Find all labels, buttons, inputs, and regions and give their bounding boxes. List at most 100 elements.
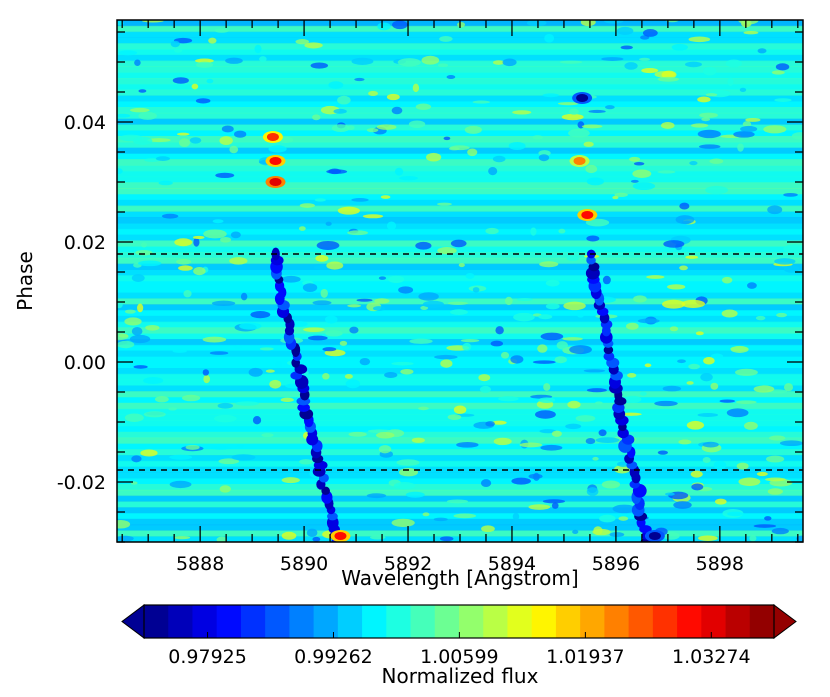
heatmap-cell — [176, 258, 192, 265]
heatmap-cell — [605, 105, 615, 110]
colorbar-extend-high — [773, 604, 797, 639]
heatmap-cell — [366, 128, 379, 133]
heatmap-row — [117, 356, 803, 363]
heatmap-cell — [143, 411, 166, 418]
heatmap-cell — [753, 524, 777, 528]
emission-blob — [581, 211, 594, 219]
heatmap-cell — [375, 431, 395, 439]
heatmap-row — [117, 83, 803, 91]
heatmap-cell — [585, 164, 598, 174]
heatmap-cell — [673, 501, 692, 509]
heatmap-cell — [481, 525, 495, 533]
heatmap-row — [117, 194, 803, 201]
heatmap-row — [117, 484, 803, 491]
heatmap-cell — [118, 50, 138, 56]
heatmap-cell — [137, 303, 144, 313]
heatmap-row — [117, 118, 803, 125]
heatmap-cell — [533, 472, 540, 481]
heatmap-cell — [774, 258, 796, 265]
heatmap-cell — [339, 340, 348, 346]
heatmap-cell — [439, 536, 454, 542]
heatmap-cell — [183, 290, 192, 298]
heatmap-row — [117, 188, 803, 195]
heatmap-cell — [269, 379, 282, 389]
heatmap-cell — [235, 401, 260, 406]
heatmap-cell — [124, 317, 142, 326]
heatmap-cell — [362, 214, 384, 219]
heatmap-cell — [776, 312, 787, 318]
heatmap-cell — [326, 261, 344, 270]
heatmap-cell — [667, 284, 686, 290]
heatmap-cell — [234, 130, 247, 138]
heatmap-cell — [281, 477, 300, 484]
heatmap-cell — [359, 357, 371, 366]
heatmap-cell — [189, 137, 202, 144]
heatmap-cell — [702, 456, 711, 463]
heatmap-cell — [642, 29, 658, 37]
heatmap-cell — [331, 124, 350, 133]
heatmap-cell — [657, 76, 680, 82]
heatmap-row — [117, 107, 803, 114]
heatmap-cell — [325, 221, 332, 226]
heatmap-cell — [554, 356, 567, 364]
heatmap-cell — [562, 337, 583, 341]
heatmap-cell — [316, 240, 340, 250]
colorbar-segment — [240, 605, 266, 638]
colorbar-tick-label: 0.99262 — [294, 646, 373, 668]
heatmap-cell — [351, 198, 369, 202]
heatmap-row — [117, 234, 803, 241]
heatmap-cell — [295, 39, 310, 45]
heatmap-cell — [347, 304, 362, 308]
heatmap-cell — [418, 292, 439, 301]
heatmap-cell — [478, 374, 491, 382]
heatmap-cell — [230, 231, 241, 239]
heatmap-cell — [422, 300, 445, 308]
heatmap-cell — [727, 511, 744, 517]
heatmap-cell — [472, 287, 480, 293]
heatmap-cell — [566, 256, 579, 261]
heatmap-cell — [203, 229, 227, 239]
heatmap-row — [117, 37, 803, 44]
heatmap-cell — [173, 536, 191, 540]
heatmap-cell — [218, 458, 240, 465]
heatmap-cell — [742, 121, 752, 128]
heatmap-row — [117, 211, 803, 218]
heatmap-cell — [542, 499, 566, 504]
heatmap-row — [117, 223, 803, 230]
colorbar-segment — [362, 605, 387, 638]
heatmap-row — [117, 478, 803, 485]
heatmap-cell — [209, 351, 229, 355]
heatmap-row — [117, 136, 803, 143]
axis-ticks — [117, 20, 803, 543]
heatmap-cell — [783, 192, 798, 197]
heatmap-cell — [576, 311, 585, 318]
heatmap-cell — [624, 62, 638, 70]
absorption-trail-mark — [603, 345, 614, 355]
heatmap-cell — [434, 354, 458, 360]
absorption-trail-mark — [603, 351, 615, 361]
heatmap-cell — [349, 326, 359, 334]
heatmap-row — [117, 489, 803, 497]
x-tick-label: 5890 — [280, 553, 328, 575]
heatmap-cell — [231, 454, 256, 461]
heatmap-cell — [446, 499, 469, 504]
heatmap-cell — [248, 367, 263, 377]
heatmap-cell — [739, 87, 747, 92]
heatmap-row — [117, 507, 803, 514]
heatmap-cell — [679, 265, 688, 271]
heatmap-cell — [437, 63, 449, 68]
heatmap-row — [117, 153, 803, 160]
heatmap-cell — [378, 276, 387, 280]
heatmap-cell — [528, 504, 551, 510]
colorbar-segment — [628, 605, 654, 638]
emission-blob — [269, 157, 282, 165]
heatmap-row — [117, 518, 803, 526]
heatmap-cell — [168, 407, 177, 411]
heatmap-cell — [699, 112, 718, 118]
heatmap-cell — [697, 96, 711, 103]
heatmap-cell — [386, 93, 400, 101]
heatmap-cell — [155, 396, 169, 403]
heatmap-row — [117, 449, 803, 456]
heatmap-cell — [511, 477, 531, 485]
heatmap-cell — [504, 296, 513, 306]
